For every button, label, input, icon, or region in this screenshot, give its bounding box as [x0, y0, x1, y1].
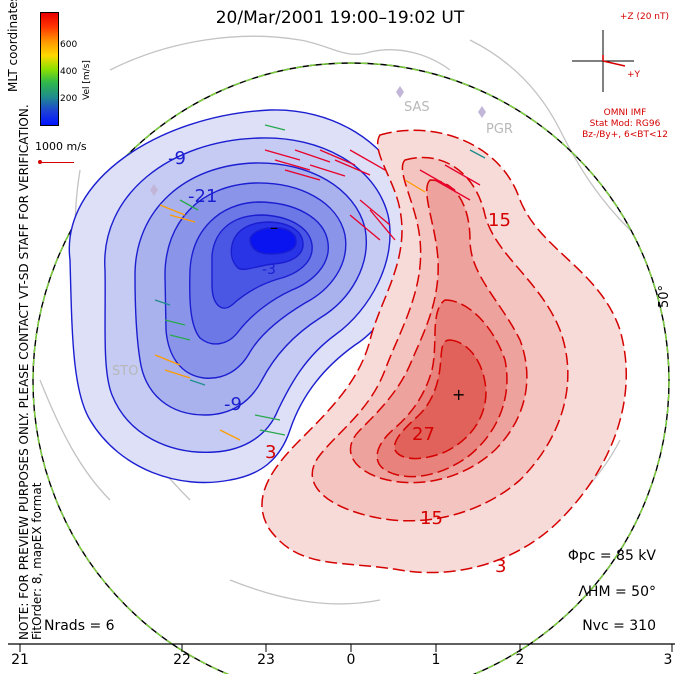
imf-y-label: +Y — [627, 70, 641, 80]
contour-label: -9 — [168, 148, 186, 169]
imf-condition: Bz-/By+, 6<BT<12 — [582, 130, 668, 140]
mlt-tick-label: 23 — [257, 652, 275, 668]
mlt-tick-label: 0 — [346, 652, 356, 668]
mlt-tick-label: 1 — [431, 652, 441, 668]
colorbar-tick: 400 — [60, 67, 78, 77]
imf-z-label: +Z (20 nT) — [619, 12, 669, 22]
cross-polar-potential: Φpc = 85 kV — [567, 548, 656, 564]
positive-potential-cell — [261, 129, 627, 574]
contour-label: -9 — [224, 394, 242, 415]
mlt-ticks — [19, 644, 673, 652]
contour-label: 15 — [488, 210, 511, 231]
plot-title: 20/Mar/2001 19:00–19:02 UT — [215, 8, 465, 28]
preview-note: NOTE: FOR PREVIEW PURPOSES ONLY. PLEASE … — [17, 104, 44, 640]
contour-label: -3 — [262, 262, 276, 278]
heppner-maynard-boundary: ΛHM = 50° — [578, 584, 656, 600]
vector-count: Nvc = 310 — [582, 618, 656, 634]
station-label: PGR — [486, 122, 513, 137]
latitude-label: 50° — [657, 284, 672, 308]
velocity-scale-dot — [38, 160, 42, 164]
station-label: STO — [112, 364, 139, 379]
radar-count: Nrads = 6 — [44, 618, 115, 634]
station-markers — [150, 86, 486, 196]
velocity-colorbar — [40, 12, 59, 126]
mlt-tick-label: 21 — [11, 652, 29, 668]
mlt-tick-label: 22 — [173, 652, 191, 668]
imf-source: OMNI IMF — [603, 108, 647, 118]
contour-label: 15 — [420, 508, 443, 529]
colorbar-tick: 600 — [60, 40, 78, 50]
contour-label: -21 — [188, 186, 218, 207]
colorbar-tick: 200 — [60, 94, 78, 104]
potential-minimum-marker: – — [270, 218, 278, 237]
velocity-scale-bar — [40, 162, 74, 163]
mlt-axis: 21 22 23 0 1 2 3 — [0, 652, 680, 672]
imf-model: Stat Mod: RG96 — [589, 119, 661, 129]
mlt-tick-label: 3 — [663, 652, 673, 668]
coordinates-label: MLT coordinates — [6, 0, 20, 92]
colorbar-unit: Vel [m/s] — [82, 60, 92, 100]
harang-boundary — [32, 62, 670, 674]
imf-clock — [572, 30, 634, 92]
potential-maximum-marker: + — [452, 385, 466, 404]
station-label: SAS — [404, 100, 430, 115]
fit-order-line: FitOrder: 8, mapEX format — [30, 482, 44, 640]
mlt-tick-label: 2 — [515, 652, 525, 668]
contour-label: 3 — [265, 442, 277, 463]
contour-label: 27 — [412, 424, 435, 445]
velocity-vectors — [154, 124, 486, 441]
velocity-scale-label: 1000 m/s — [35, 140, 87, 153]
contour-label: 3 — [495, 556, 507, 577]
